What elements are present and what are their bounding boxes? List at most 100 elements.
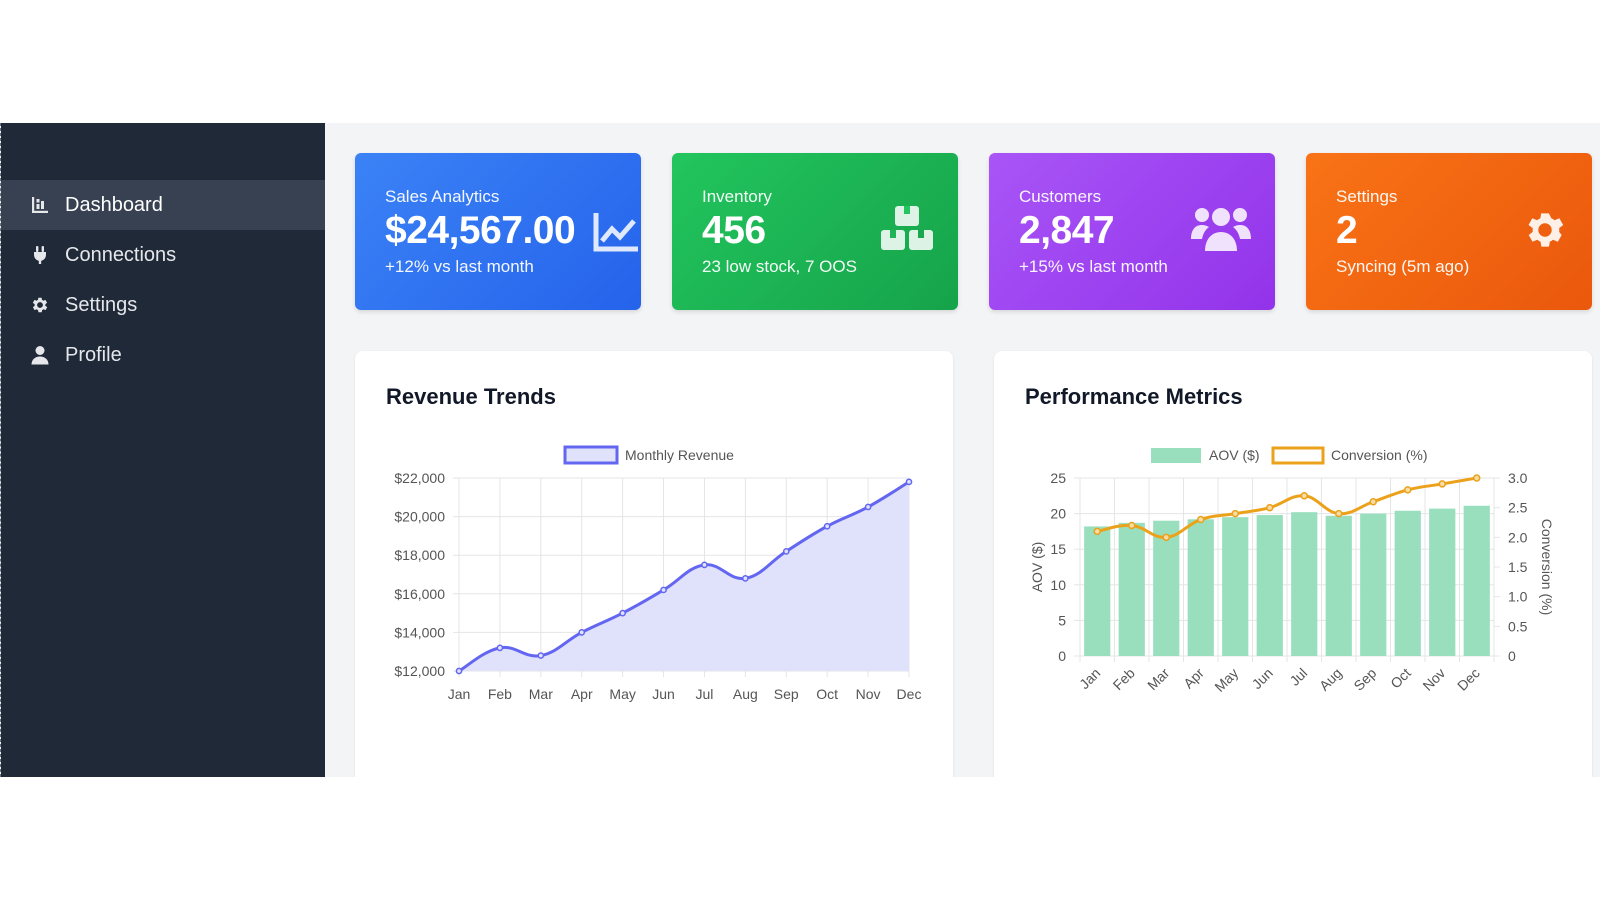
sidebar-item-connections[interactable]: Connections bbox=[1, 230, 325, 280]
data-point bbox=[660, 586, 667, 594]
x-tick-label: Sep bbox=[774, 686, 799, 702]
data-point bbox=[1128, 521, 1136, 530]
card-subtitle: +12% vs last month bbox=[385, 257, 534, 276]
card-value: 2 bbox=[1336, 209, 1358, 252]
card-title: Customers bbox=[1019, 187, 1102, 206]
performance-chart: 0 5 10 15 20 25 0 0.5 1.0 1.5 2.0 2.5 3.0 Jan Feb Mar Ap… bbox=[1029, 446, 1555, 695]
x-tick-label: Jun bbox=[652, 686, 675, 702]
y-tick-label: $22,000 bbox=[394, 470, 445, 486]
sidebar-item-profile[interactable]: Profile bbox=[1, 330, 325, 380]
legend-swatch bbox=[1151, 448, 1201, 463]
card-title: Sales Analytics bbox=[385, 187, 500, 206]
sidebar-item-label: Profile bbox=[65, 343, 122, 366]
revenue-chart: $12,000 $14,000 $16,000 $18,000 $20,000 $22,0… bbox=[394, 445, 922, 702]
data-point bbox=[1369, 497, 1377, 506]
data-point bbox=[496, 644, 504, 652]
sidebar-item-label: Settings bbox=[65, 293, 138, 316]
performance-metrics-panel: Performance Metrics 0 5 10 15 20 25 0 0.5 1.0 1.5… bbox=[994, 351, 1592, 777]
data-point bbox=[1266, 503, 1274, 512]
data-point bbox=[1162, 533, 1170, 542]
card-value: 456 bbox=[702, 209, 766, 252]
aov-bar bbox=[1153, 520, 1180, 656]
y-left-tick-label: 20 bbox=[1050, 506, 1066, 522]
gear-icon bbox=[1522, 207, 1568, 253]
card-title: Settings bbox=[1336, 187, 1398, 206]
sidebar-item-settings[interactable]: Settings bbox=[1, 280, 325, 330]
aov-bar bbox=[1084, 526, 1111, 656]
y-left-tick-label: 0 bbox=[1058, 648, 1066, 664]
x-tick-label: Dec bbox=[1454, 665, 1483, 694]
aov-bar bbox=[1325, 515, 1352, 656]
data-point bbox=[1093, 527, 1101, 536]
data-point bbox=[701, 561, 708, 569]
data-point bbox=[782, 547, 790, 555]
panel-title: Performance Metrics bbox=[1025, 384, 1243, 409]
x-tick-label: Oct bbox=[816, 686, 838, 702]
gear-icon bbox=[29, 294, 51, 316]
data-point bbox=[1438, 480, 1446, 488]
sidebar-item-dashboard[interactable]: Dashboard bbox=[1, 180, 325, 230]
legend-label: AOV ($) bbox=[1209, 447, 1260, 463]
x-tick-label: Mar bbox=[1144, 665, 1173, 694]
x-tick-label: Apr bbox=[1180, 665, 1207, 692]
y-right-tick-label: 0.5 bbox=[1508, 618, 1528, 634]
revenue-trends-panel: Revenue Trends $12,000 $14,000 $16,000 $18,… bbox=[355, 351, 953, 777]
data-point bbox=[1335, 509, 1343, 518]
x-tick-label: Apr bbox=[571, 686, 593, 702]
sidebar-item-label: Dashboard bbox=[65, 193, 163, 216]
panel-title: Revenue Trends bbox=[386, 384, 556, 409]
y-left-tick-label: 25 bbox=[1050, 470, 1066, 486]
y-right-tick-label: 2.5 bbox=[1508, 500, 1528, 516]
data-point bbox=[455, 667, 463, 675]
x-tick-label: Nov bbox=[1419, 665, 1448, 694]
legend-label: Conversion (%) bbox=[1331, 447, 1427, 463]
y-tick-label: $14,000 bbox=[394, 624, 445, 640]
data-point bbox=[823, 522, 831, 530]
y-left-tick-label: 10 bbox=[1050, 577, 1066, 593]
data-point bbox=[1231, 509, 1239, 518]
y-right-tick-label: 0 bbox=[1508, 648, 1516, 664]
y-tick-label: $20,000 bbox=[394, 509, 445, 525]
data-point bbox=[619, 609, 626, 617]
revenue-line bbox=[458, 480, 910, 673]
y-left-axis-label: AOV ($) bbox=[1029, 542, 1045, 593]
data-point bbox=[864, 503, 872, 511]
x-tick-label: Feb bbox=[488, 686, 512, 702]
aov-bar bbox=[1394, 510, 1421, 656]
x-tick-label: Jul bbox=[696, 686, 714, 702]
chart-bar-icon bbox=[29, 194, 51, 216]
x-tick-label: Dec bbox=[897, 686, 922, 702]
sidebar-item-label: Connections bbox=[65, 243, 177, 266]
y-tick-label: $12,000 bbox=[394, 663, 445, 679]
legend-label: Monthly Revenue bbox=[625, 447, 734, 463]
y-left-tick-label: 5 bbox=[1058, 612, 1066, 628]
aov-bar bbox=[1463, 505, 1490, 656]
card-value: $24,567.00 bbox=[385, 209, 576, 252]
aov-bar bbox=[1222, 517, 1249, 656]
users-icon bbox=[1191, 205, 1251, 253]
data-point bbox=[1197, 515, 1205, 524]
aov-bar bbox=[1256, 515, 1283, 656]
inventory-card[interactable]: Inventory 456 23 low stock, 7 OOS bbox=[672, 153, 958, 310]
y-tick-label: $18,000 bbox=[394, 547, 445, 563]
settings-card[interactable]: Settings 2 Syncing (5m ago) bbox=[1306, 153, 1592, 310]
data-point bbox=[742, 575, 749, 582]
aov-bar bbox=[1118, 522, 1145, 656]
x-tick-label: Aug bbox=[733, 686, 758, 702]
y-right-tick-label: 1.5 bbox=[1508, 559, 1528, 575]
sales-analytics-card[interactable]: Sales Analytics $24,567.00 +12% vs last … bbox=[355, 153, 641, 310]
x-tick-label: Jul bbox=[1286, 665, 1310, 689]
x-tick-label: Mar bbox=[529, 686, 553, 702]
chart-line-icon bbox=[591, 207, 641, 257]
data-point bbox=[578, 629, 586, 636]
data-point bbox=[1404, 486, 1412, 494]
y-right-tick-label: 2.0 bbox=[1508, 529, 1528, 545]
aov-bar bbox=[1360, 513, 1387, 656]
x-tick-label: Jan bbox=[1076, 665, 1103, 692]
customers-card[interactable]: Customers 2,847 +15% vs last month bbox=[989, 153, 1275, 310]
legend-swatch bbox=[563, 445, 619, 465]
y-right-tick-label: 1.0 bbox=[1508, 589, 1528, 605]
x-tick-label: May bbox=[609, 686, 635, 702]
y-right-tick-label: 3.0 bbox=[1508, 470, 1528, 486]
y-right-axis-label: Conversion (%) bbox=[1539, 519, 1555, 615]
